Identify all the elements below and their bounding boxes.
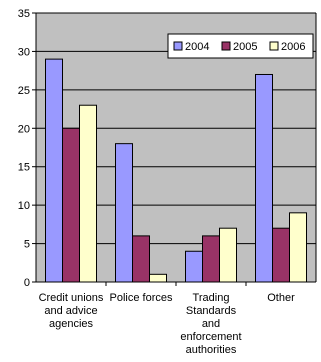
y-tick-label-25: 25	[18, 85, 30, 97]
bar-2005-2	[202, 235, 220, 283]
legend-label-2006: 2006	[281, 41, 305, 53]
bar-2006-2	[219, 227, 237, 283]
bar-2006-3	[289, 212, 307, 283]
bar-2006-1	[149, 273, 167, 283]
x-label-2-line-4: authorities	[186, 344, 237, 356]
x-label-2-line-0: Trading	[193, 292, 230, 304]
legend: 2004 2005 2006	[167, 33, 314, 59]
bar-2005-0	[62, 127, 80, 283]
y-axis-ticks: 0 5 10 15 20 25 30 35	[18, 8, 36, 289]
y-tick-label-35: 35	[18, 8, 30, 20]
x-label-2-line-2: and	[202, 318, 220, 330]
bar-2005-1	[132, 235, 150, 283]
bar-2004-0	[45, 58, 63, 283]
bar-2004-3	[255, 73, 273, 283]
x-label-0-line-2: agencies	[49, 318, 94, 330]
legend-swatch-2005	[221, 41, 231, 51]
y-tick-label-5: 5	[24, 239, 30, 251]
bar-2004-2	[185, 250, 203, 283]
bar-2004-1	[115, 143, 133, 283]
x-label-2-line-3: enforcement	[180, 331, 241, 343]
y-tick-label-30: 30	[18, 46, 30, 58]
legend-box	[167, 33, 314, 59]
bars	[45, 58, 307, 283]
x-label-2: Trading Standards and enforcement authoritie…	[180, 292, 241, 356]
legend-swatch-2006	[269, 41, 279, 51]
y-tick-label-0: 0	[24, 277, 30, 289]
x-axis-labels: Credit unions and advice agencies Police fo…	[39, 292, 296, 356]
y-tick-label-10: 10	[18, 200, 30, 212]
legend-label-2005: 2005	[233, 41, 257, 53]
y-tick-label-15: 15	[18, 162, 30, 174]
bar-2006-0	[79, 104, 97, 283]
x-label-0-line-1: and advice	[44, 305, 97, 317]
x-label-1: Police forces	[110, 292, 173, 304]
x-label-2-line-1: Standards	[186, 305, 237, 317]
y-tick-label-20: 20	[18, 123, 30, 135]
legend-label-2004: 2004	[185, 41, 209, 53]
axes	[35, 12, 317, 286]
x-label-1-line-0: Police forces	[110, 292, 173, 304]
x-label-0-line-0: Credit unions	[39, 292, 104, 304]
bar-2005-3	[272, 227, 290, 283]
legend-swatch-2004	[173, 41, 183, 51]
x-label-3-line-0: Other	[267, 292, 295, 304]
x-label-0: Credit unions and advice agencies	[39, 292, 104, 330]
x-label-3: Other	[267, 292, 295, 304]
